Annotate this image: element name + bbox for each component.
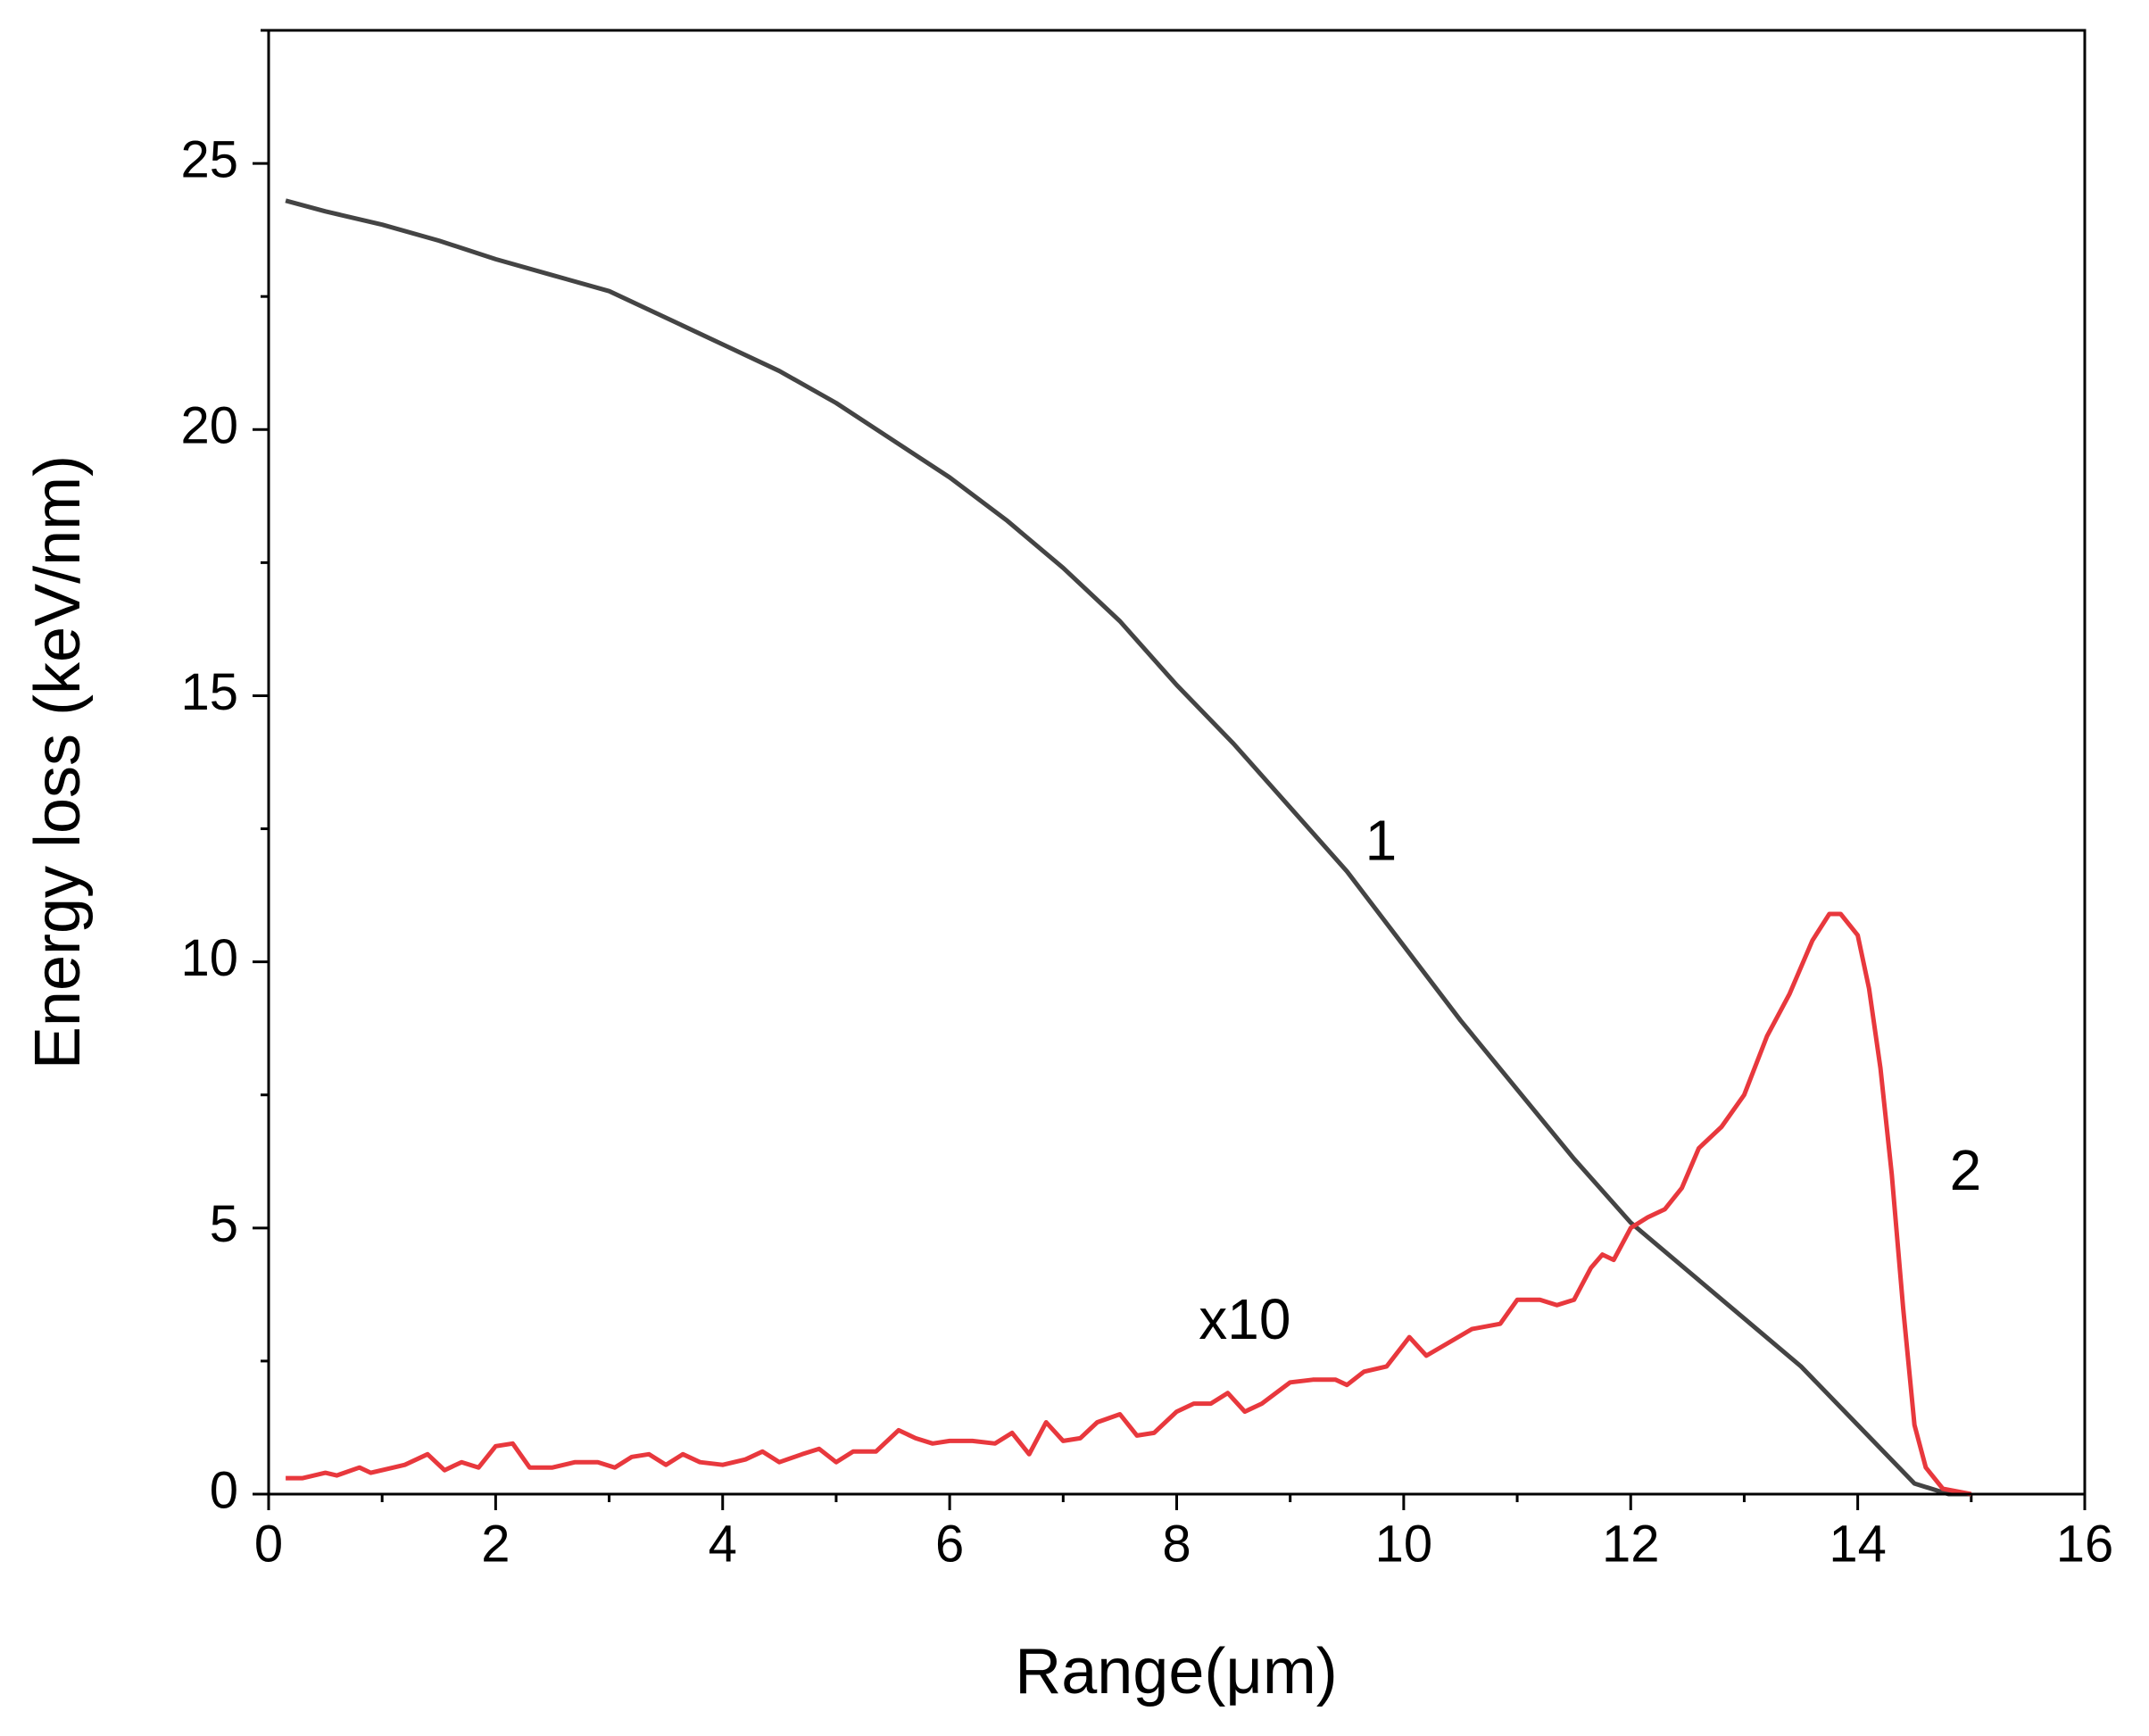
- x-tick-label: 2: [481, 1515, 510, 1573]
- line-series: [286, 911, 1972, 1497]
- x-axis-label: Range(μm): [1015, 1636, 1338, 1707]
- y-tick-label: 10: [180, 929, 238, 987]
- y-tick-label: 15: [180, 663, 238, 721]
- x-tick-label: 16: [2056, 1515, 2114, 1573]
- x-tick-label: 12: [1602, 1515, 1660, 1573]
- x-tick-label: 14: [1829, 1515, 1887, 1573]
- line-series: [285, 198, 1971, 1497]
- x-tick-label: 4: [709, 1515, 737, 1573]
- plot-frame: [267, 29, 2087, 1496]
- x-tick-label: 8: [1162, 1515, 1191, 1573]
- y-tick-label: 0: [210, 1461, 238, 1519]
- y-axis-label: Energy loss (keV/nm): [22, 455, 94, 1069]
- annotation: x10: [1199, 1287, 1290, 1351]
- y-tick-label: 25: [180, 130, 238, 188]
- y-tick-label: 5: [210, 1195, 238, 1253]
- x-tick-label: 10: [1375, 1515, 1433, 1573]
- x-tick-label: 0: [254, 1515, 283, 1573]
- y-tick-label: 20: [180, 397, 238, 455]
- x-tick-label: 6: [935, 1515, 964, 1573]
- series-label: 1: [1365, 808, 1398, 872]
- series-label: 2: [1950, 1138, 1982, 1202]
